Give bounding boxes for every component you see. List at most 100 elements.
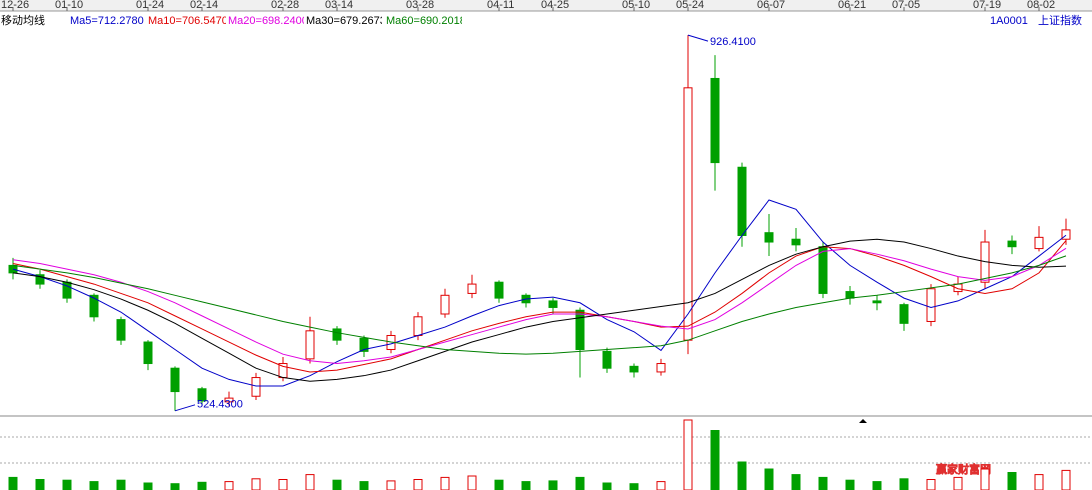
candle-body	[791, 238, 801, 246]
legend-entry: Ma30=679.2673	[306, 15, 386, 27]
candle-body	[764, 232, 774, 243]
volume-bar	[386, 480, 396, 490]
legend-entry: Ma10=706.5470	[148, 15, 228, 27]
candle-body	[710, 77, 720, 164]
candle-body	[35, 274, 45, 285]
legend-entry: Ma60=690.2018	[386, 15, 466, 27]
ma-line	[12, 247, 1067, 365]
volume-bar	[1061, 469, 1071, 490]
annotation: 524.4300	[197, 399, 243, 411]
volume-bar	[1007, 472, 1017, 490]
candle-body	[629, 365, 639, 373]
candle-body	[143, 341, 153, 365]
volume-bar	[143, 482, 153, 490]
volume-bar	[413, 479, 423, 490]
volume-bar	[953, 476, 963, 490]
volume-bar	[116, 479, 126, 490]
candle-body	[359, 337, 369, 352]
volume-bar	[737, 461, 747, 490]
volume-bar	[440, 476, 450, 490]
candle-body	[494, 281, 504, 299]
ma-line	[12, 255, 1067, 355]
volume-bar	[872, 481, 882, 490]
candle-body	[737, 166, 747, 236]
date-label: 08-02	[1027, 0, 1055, 11]
candle-body	[602, 350, 612, 369]
volume-bar	[980, 468, 990, 490]
candle-body	[656, 363, 666, 373]
date-label: 01-10	[55, 0, 83, 11]
volume-bar	[845, 479, 855, 490]
volume-bar	[8, 476, 18, 490]
volume-bar	[62, 479, 72, 490]
candle-body	[872, 300, 882, 304]
volume-bar	[467, 475, 477, 490]
candle-body	[548, 300, 558, 308]
ma-line	[12, 240, 1067, 373]
volume-bar	[683, 419, 693, 490]
candle-body	[305, 330, 315, 360]
candle-body	[575, 309, 585, 351]
volume-bar	[332, 479, 342, 490]
date-label: 05-10	[622, 0, 650, 11]
date-strip	[0, 0, 1092, 11]
legend-entry: Ma20=698.2400	[228, 15, 308, 27]
date-label: 06-07	[757, 0, 785, 11]
ma-line	[12, 238, 1067, 382]
volume-bar	[224, 481, 234, 490]
candle-body	[251, 377, 261, 397]
volume-bar	[899, 478, 909, 490]
date-label: 03-14	[325, 0, 353, 11]
candle-body	[170, 367, 180, 393]
candle-body	[1061, 229, 1071, 240]
annotation-leader	[687, 34, 709, 42]
candle-body	[1007, 240, 1017, 248]
volume-bar	[251, 478, 261, 490]
volume-bar	[629, 483, 639, 490]
volume-bar	[818, 476, 828, 490]
volume-bar	[1034, 474, 1044, 490]
volume-bar	[305, 474, 315, 490]
date-label: 02-28	[271, 0, 299, 11]
volume-bar	[170, 483, 180, 490]
indicator-title: 移动均线	[1, 13, 45, 27]
date-label: 12-26	[1, 0, 29, 11]
candle-body	[197, 388, 207, 402]
volume-bar	[926, 479, 936, 490]
volume-bar	[764, 468, 774, 490]
volume-bar	[494, 479, 504, 490]
date-label: 03-28	[406, 0, 434, 11]
volume-bar	[791, 474, 801, 490]
candle-body	[89, 294, 99, 318]
candle-body	[926, 288, 936, 322]
symbol-name: 上证指数	[1038, 13, 1082, 27]
volume-bar	[197, 481, 207, 490]
date-label: 07-05	[892, 0, 920, 11]
watermark: 赢家财富网	[936, 462, 991, 476]
volume-bar	[359, 481, 369, 490]
candle-body	[440, 294, 450, 315]
ma-line	[12, 199, 1067, 387]
candle-body	[332, 328, 342, 341]
volume-bar	[656, 481, 666, 490]
date-label: 06-21	[838, 0, 866, 11]
candle-body	[1034, 236, 1044, 250]
marker	[859, 419, 867, 423]
symbol-code: 1A0001	[990, 15, 1028, 27]
candle-body	[116, 319, 126, 341]
volume-bar	[521, 481, 531, 490]
legend-entry: Ma5=712.2780	[70, 15, 144, 27]
date-label: 04-25	[541, 0, 569, 11]
volume-bar	[710, 430, 720, 490]
annotation: 926.4100	[710, 36, 756, 48]
candle-body	[413, 316, 423, 336]
volume-bar	[35, 479, 45, 490]
date-label: 05-24	[676, 0, 704, 11]
candle-body	[845, 291, 855, 299]
volume-bar	[278, 479, 288, 490]
volume-bar	[602, 482, 612, 490]
date-label: 01-24	[136, 0, 164, 11]
volume-bar	[89, 481, 99, 490]
date-label: 07-19	[973, 0, 1001, 11]
